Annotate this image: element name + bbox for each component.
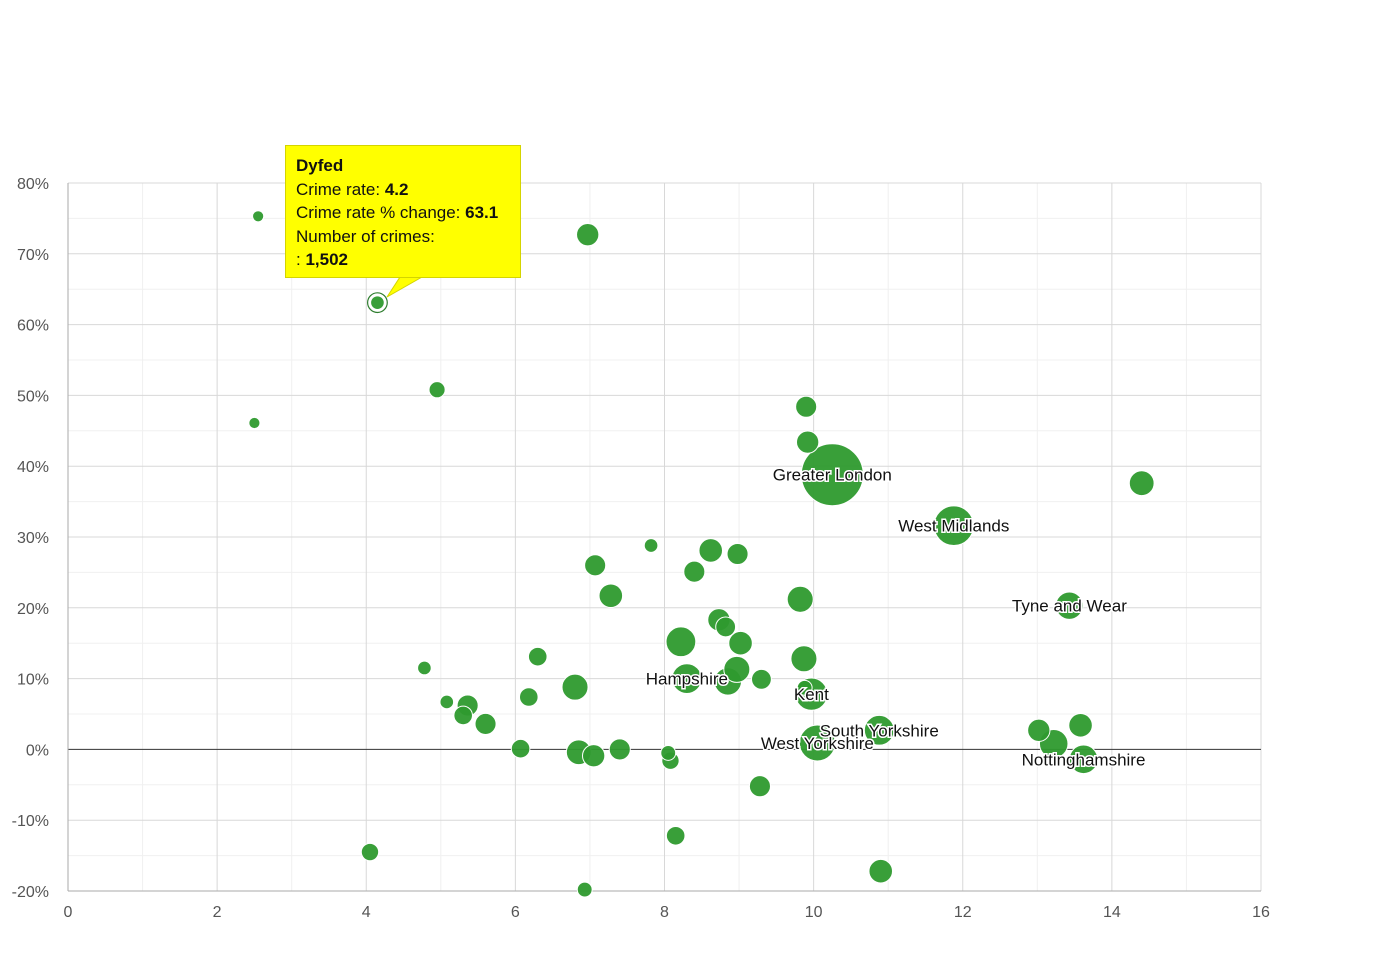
bubble[interactable]	[715, 616, 737, 638]
bubble-label: South Yorkshire	[820, 721, 939, 740]
bubble[interactable]	[1068, 744, 1099, 775]
bubble[interactable]	[933, 505, 975, 547]
y-tick-label: 20%	[17, 601, 49, 618]
bubble[interactable]	[561, 673, 589, 701]
x-tick-label: 10	[805, 904, 823, 921]
y-tick-label: 40%	[17, 459, 49, 476]
bubble[interactable]	[795, 395, 818, 418]
bubble[interactable]	[518, 687, 539, 707]
bubble[interactable]	[510, 738, 531, 759]
y-tick-label: 80%	[17, 176, 49, 193]
y-axis-ticks: -20% -10% 0% 10% 20% 30% 40% 50% 60% 70% 80%	[12, 176, 49, 901]
tooltip-crimes-prefix: :	[296, 250, 301, 269]
axes	[67, 183, 1261, 892]
bubble-labels: Greater London West Midlands Tyne and Wear…	[644, 464, 1147, 771]
bubble[interactable]	[453, 705, 473, 726]
bubble[interactable]	[796, 679, 813, 696]
bubble-label: Kent	[794, 685, 829, 704]
x-axis-ticks: 0 2 4 6 8 10 12 14 16	[64, 904, 1270, 921]
bubble-label: Greater London	[773, 466, 892, 485]
bubble[interactable]	[1128, 470, 1155, 497]
bubble[interactable]	[863, 714, 895, 746]
bubble[interactable]	[728, 630, 753, 656]
x-tick-label: 16	[1252, 904, 1270, 921]
bubble[interactable]	[248, 416, 261, 430]
bubble[interactable]	[598, 583, 624, 609]
tooltip-change-value: 63.1	[465, 203, 499, 222]
bubble[interactable]	[671, 663, 703, 694]
bubble[interactable]	[370, 295, 385, 310]
bubble[interactable]	[1068, 713, 1093, 738]
bubble[interactable]	[660, 745, 677, 761]
tooltip-crimes-value: 1,502	[305, 250, 349, 269]
tooltip-change-label: Crime rate % change:	[296, 203, 461, 222]
bubble[interactable]	[608, 738, 631, 761]
bubble-label: Hampshire	[646, 670, 728, 689]
bubble[interactable]	[868, 858, 894, 884]
bubble[interactable]	[527, 646, 548, 667]
x-tick-label: 0	[64, 904, 73, 921]
x-tick-label: 12	[954, 904, 972, 921]
y-tick-label: 10%	[17, 672, 49, 689]
bubble-label: West Yorkshire	[761, 734, 874, 753]
bubble-series	[248, 210, 1155, 898]
bubble[interactable]	[751, 668, 772, 690]
x-tick-label: 2	[213, 904, 222, 921]
y-tick-label: 50%	[17, 388, 49, 405]
bubble[interactable]	[576, 223, 600, 247]
x-tick-label: 4	[362, 904, 371, 921]
x-tick-label: 14	[1103, 904, 1121, 921]
tooltip-crime-rate-value: 4.2	[384, 179, 409, 199]
bubble[interactable]	[439, 694, 455, 710]
bubble[interactable]	[665, 626, 697, 658]
tooltip-pointer	[386, 276, 424, 298]
y-tick-label: 0%	[26, 742, 49, 759]
bubble[interactable]	[1055, 591, 1084, 620]
bubble[interactable]	[417, 660, 432, 676]
tooltip-crime-rate-label: Crime rate:	[296, 179, 381, 199]
bubble[interactable]	[683, 560, 706, 583]
y-tick-label: 30%	[17, 530, 49, 547]
bubble-label: West Midlands	[898, 517, 1009, 536]
tooltip-title: Dyfed	[296, 156, 344, 175]
bubble[interactable]	[798, 724, 836, 762]
bubble[interactable]	[360, 842, 380, 862]
bubble[interactable]	[790, 645, 818, 673]
y-tick-label: 70%	[17, 247, 49, 264]
y-tick-label: -10%	[12, 813, 49, 830]
bubble-label: Tyne and Wear	[1012, 597, 1127, 616]
x-tick-label: 8	[660, 904, 669, 921]
bubble[interactable]	[428, 381, 446, 399]
y-tick-label: -20%	[12, 884, 49, 901]
bubble[interactable]	[474, 712, 497, 735]
bubble[interactable]	[786, 585, 814, 613]
bubble-label: Nottinghamshire	[1022, 750, 1146, 769]
bubble[interactable]	[665, 825, 686, 846]
bubble[interactable]	[800, 443, 864, 507]
bubble[interactable]	[643, 538, 659, 553]
y-tick-label: 60%	[17, 318, 49, 335]
bubble[interactable]	[796, 430, 820, 454]
bubble[interactable]	[576, 881, 593, 898]
bubble[interactable]	[748, 775, 771, 798]
bubble[interactable]	[584, 554, 607, 577]
bubble[interactable]	[252, 210, 265, 223]
tooltip: Dyfed Crime rate: 4.2 Crime rate % chang…	[285, 145, 521, 278]
x-tick-label: 6	[511, 904, 520, 921]
bubble[interactable]	[726, 542, 749, 566]
bubble[interactable]	[723, 655, 751, 683]
bubble[interactable]	[582, 744, 606, 768]
bubble[interactable]	[1027, 718, 1051, 742]
tooltip-crimes-label: Number of crimes:	[296, 226, 435, 246]
bubble[interactable]	[698, 538, 724, 563]
